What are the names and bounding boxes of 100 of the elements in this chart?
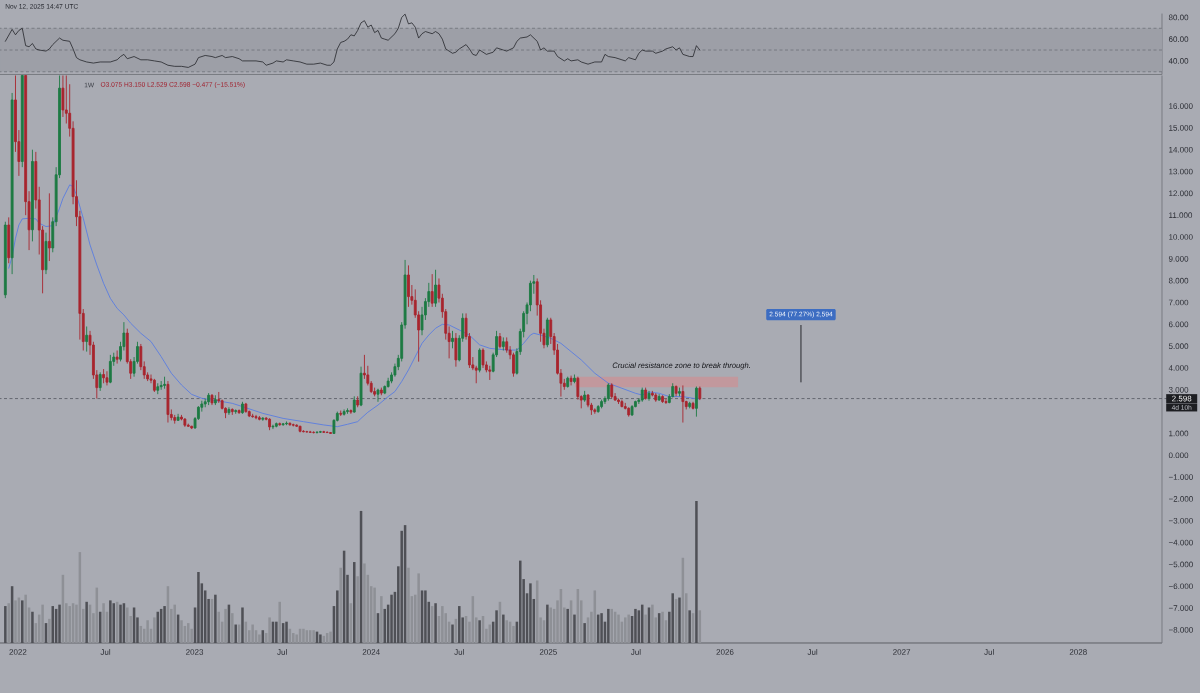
candlestick	[315, 430, 319, 434]
y-tick-label: 8.000	[1168, 277, 1189, 284]
candlestick	[302, 429, 305, 433]
x-tick-label: 2022	[9, 649, 27, 655]
candlestick	[308, 430, 312, 434]
y-tick-label: 1.000	[1169, 430, 1189, 437]
bar	[180, 620, 183, 643]
candlestick	[674, 384, 678, 397]
y-tick-label: 6.000	[1168, 321, 1189, 328]
y-tick-label: 9.000	[1168, 256, 1189, 262]
candlestick	[20, 75, 24, 168]
bar	[495, 610, 498, 643]
candlestick	[207, 392, 211, 406]
bar	[268, 617, 271, 643]
candlestick	[322, 430, 326, 434]
x-tick-label: Jul	[630, 649, 641, 655]
x-tick-label: Jul	[100, 649, 111, 655]
candlestick	[569, 375, 573, 386]
x-tick-label: 2025	[539, 649, 557, 655]
bar	[224, 608, 227, 643]
candlestick	[478, 347, 482, 373]
candlestick	[10, 92, 14, 275]
candlestick	[664, 398, 668, 405]
candlestick	[593, 407, 597, 415]
y-tick-label: −4.000	[1168, 539, 1193, 546]
candlestick	[271, 424, 275, 430]
y-tick-label: 16.000	[1169, 103, 1193, 109]
candlestick	[654, 392, 658, 403]
candlestick	[451, 330, 454, 349]
bar	[512, 625, 515, 643]
bar	[678, 597, 681, 643]
bar	[112, 603, 115, 643]
bar	[258, 634, 261, 643]
y-tick-label: 13.000	[1169, 168, 1193, 175]
bar	[234, 624, 237, 643]
bar	[339, 567, 342, 643]
candlestick	[213, 394, 217, 406]
candlestick	[156, 382, 160, 395]
candlestick	[657, 393, 661, 402]
bar	[502, 614, 505, 643]
candlestick	[237, 408, 241, 415]
bar	[21, 600, 24, 643]
candlestick	[339, 410, 343, 417]
candlestick	[115, 350, 119, 365]
candlestick	[359, 366, 363, 407]
candlestick	[498, 332, 502, 349]
candlestick	[583, 390, 587, 403]
bar	[458, 606, 461, 643]
candlestick	[376, 388, 380, 403]
bar	[417, 573, 420, 643]
y-tick-label: 5.000	[1168, 343, 1189, 349]
bar	[14, 600, 17, 643]
bar	[478, 620, 481, 643]
candlestick	[691, 401, 695, 410]
y-tick-label: 15.000	[1169, 125, 1193, 131]
bar	[231, 613, 234, 643]
bar	[583, 623, 586, 643]
bar	[363, 563, 366, 643]
candlestick	[312, 430, 316, 434]
ref-line-label: 2.598	[1172, 395, 1192, 402]
bar	[336, 590, 339, 643]
candlestick	[190, 425, 194, 430]
bar	[671, 593, 674, 643]
bar	[627, 614, 630, 643]
candlestick	[31, 149, 34, 242]
candlestick	[274, 422, 278, 428]
candlestick	[318, 430, 322, 434]
candlestick	[278, 422, 282, 427]
candlestick	[688, 401, 692, 409]
candlestick	[430, 273, 434, 308]
candlestick	[606, 382, 610, 402]
candlestick	[241, 401, 244, 415]
candlestick	[695, 386, 698, 418]
candlestick	[234, 408, 238, 415]
y-tick-label: 4.000	[1168, 365, 1189, 371]
bar	[85, 601, 88, 643]
candlestick	[288, 422, 292, 427]
y-tick-label: −1.000	[1168, 474, 1193, 480]
bar	[356, 576, 359, 643]
bar	[48, 618, 51, 643]
candlestick	[210, 393, 214, 406]
candlestick	[352, 395, 356, 414]
x-tick-label: 2023	[186, 649, 204, 655]
candlestick	[630, 404, 634, 417]
bar	[41, 604, 44, 643]
candlestick	[152, 378, 156, 393]
bar	[329, 631, 332, 643]
candlestick	[7, 216, 11, 264]
y-tick-label: 60.00	[1168, 36, 1189, 42]
bar	[275, 621, 278, 643]
candlestick	[166, 380, 170, 423]
bar	[24, 594, 27, 643]
candlestick	[230, 407, 234, 416]
bar	[319, 634, 322, 643]
bar	[424, 590, 427, 643]
candlestick	[108, 354, 112, 384]
y-tick-label: −2.000	[1168, 496, 1193, 502]
candlestick	[281, 422, 285, 427]
candlestick	[379, 387, 383, 396]
bar	[380, 596, 383, 643]
